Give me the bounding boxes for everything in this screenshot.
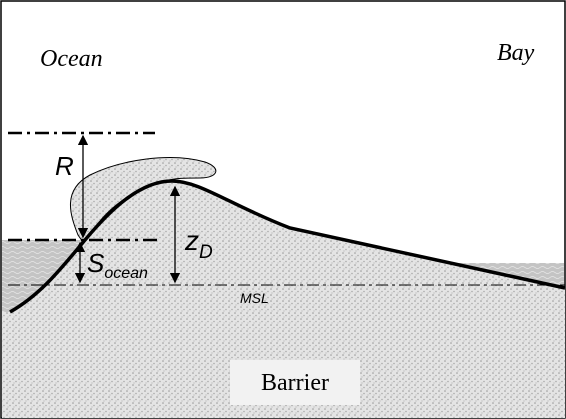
barrier-profile xyxy=(9,179,566,314)
ocean-label: Ocean xyxy=(40,46,103,72)
zd-sub: D xyxy=(199,242,213,263)
bay-label: Bay xyxy=(497,40,535,66)
zd-label: zD xyxy=(184,225,213,263)
s-sub: ocean xyxy=(104,265,148,282)
zd-main: z xyxy=(184,225,199,256)
r-label: R xyxy=(55,151,74,181)
barrier-label-bg xyxy=(230,360,360,405)
s-label: Socean xyxy=(87,248,148,282)
s-main: S xyxy=(87,248,105,278)
barrier-label: Barrier xyxy=(261,370,329,396)
msl-label: MSL xyxy=(240,290,269,306)
barrier-body xyxy=(2,181,565,418)
